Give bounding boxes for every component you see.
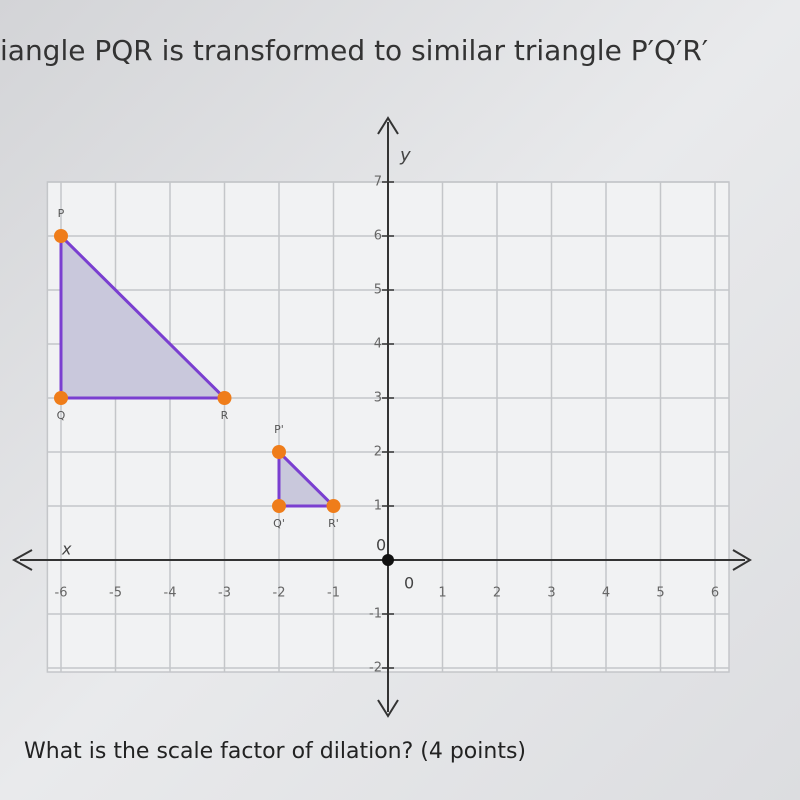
- x-tick-label: 3: [547, 586, 555, 601]
- x-tick-label: -1: [327, 586, 340, 601]
- vertex: [272, 445, 286, 459]
- x-tick-label: 4: [602, 586, 610, 601]
- x-tick-label: -4: [164, 586, 177, 601]
- y-tick-label: 1: [374, 499, 382, 514]
- triangle: [277, 448, 338, 508]
- x-tick-label: -6: [55, 586, 68, 601]
- y-tick-label: 5: [374, 283, 382, 298]
- y-tick-label: -1: [369, 607, 382, 622]
- y-tick-label: 2: [374, 445, 382, 460]
- x-tick-label: 6: [711, 586, 719, 601]
- triangle: [59, 232, 229, 400]
- x-tick-label: 5: [656, 586, 664, 601]
- vertex: [54, 391, 68, 405]
- prompt: What is the scale factor of dilation? (4…: [24, 739, 526, 764]
- coordinate-plane: -6 -5 -4 -3 -2 -1 1 2 3 4 5 6 -2 -1 1 2 3 4 5 6 7 x y 00 P Q R P' Q'…: [11, 116, 752, 718]
- vertex-label: P': [274, 423, 284, 436]
- y-axis: [377, 116, 399, 718]
- vertex-label: R: [221, 409, 229, 422]
- x-tick-label: -5: [109, 586, 122, 601]
- x-tick-label: 1: [438, 586, 446, 601]
- question: iangle PQR is transformed to similar tri…: [0, 34, 708, 67]
- vertex: [272, 499, 286, 513]
- x-tick-label: -2: [273, 586, 286, 601]
- vertex: [326, 499, 341, 513]
- x-tick-label: -3: [218, 586, 231, 601]
- y-tick-label: 6: [374, 229, 382, 244]
- vertex-label: R': [328, 517, 339, 530]
- vertex: [54, 229, 68, 243]
- vertex: [217, 391, 232, 405]
- x-axis-label: x: [61, 540, 72, 559]
- y-tick-label: 3: [374, 391, 382, 406]
- vertex-label: Q': [273, 517, 285, 530]
- y-tick-label: -2: [369, 661, 382, 676]
- x-tick-label: 2: [493, 586, 501, 601]
- vertex-label: Q: [57, 409, 66, 422]
- y-tick-label: 7: [374, 175, 382, 190]
- origin: [382, 554, 394, 566]
- origin-label: 0: [404, 574, 414, 593]
- y-tick-label: 4: [374, 337, 382, 352]
- origin-label: 0: [376, 536, 386, 555]
- y-axis-label: y: [399, 145, 411, 166]
- vertex-label: P: [58, 207, 65, 220]
